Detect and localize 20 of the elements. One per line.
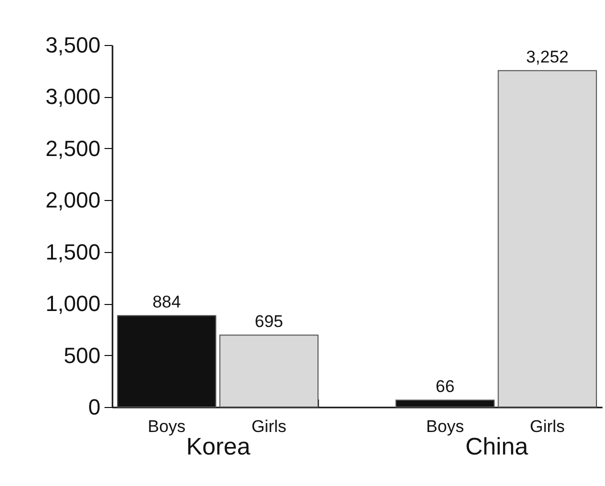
y-tick-label: 1,500 [45,239,100,264]
bar [498,70,597,408]
x-tick-label: Korea [186,434,251,460]
x-tick-label: China [465,434,529,460]
series-label: Girls [251,417,286,436]
y-tick-label: 0 [88,394,100,420]
y-tick-label: 500 [64,342,100,368]
y-tick-label: 3,500 [45,32,100,58]
series-label: Boys [148,417,186,436]
y-tick-label: 3,000 [45,84,100,110]
y-tick-label: 2,000 [45,188,100,213]
text: Boys [426,417,464,436]
y-tick-label: 2,500 [45,136,100,161]
bar [219,334,319,408]
y-tick-label: 1,000 [45,291,100,316]
text: Girls [530,417,565,436]
data-label: 66 [436,377,455,396]
data-label: 884 [152,292,181,312]
data-label: 695 [254,312,284,332]
data-label: 3,252 [526,48,569,67]
